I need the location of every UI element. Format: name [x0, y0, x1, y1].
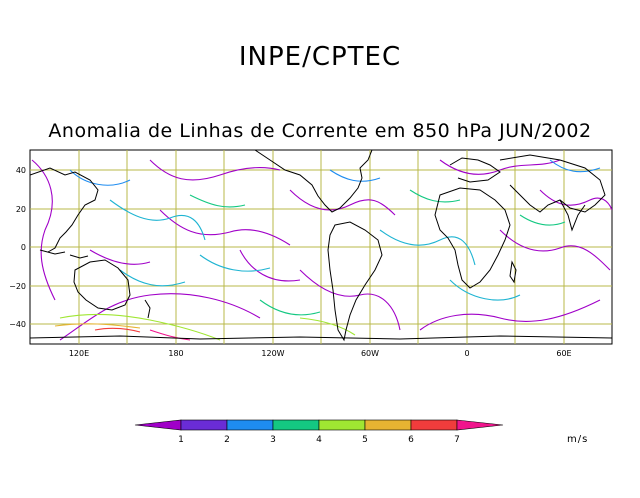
lon-label: 0: [464, 349, 469, 358]
lon-label: 60E: [556, 349, 571, 358]
colorbar-labels: 1 2 3 4 5 6 7: [178, 435, 460, 445]
longitude-labels: 120E 180 120W 60W 0 60E: [69, 349, 572, 358]
colorbar-label: 7: [454, 435, 460, 445]
lat-label: −40: [9, 320, 26, 329]
lat-label: 40: [16, 166, 26, 175]
colorbar-label: 3: [270, 435, 276, 445]
lat-label: 0: [21, 243, 26, 252]
colorbar-segment: [226, 419, 274, 431]
colorbar-units: m/s: [567, 434, 589, 445]
lon-label: 120W: [261, 349, 284, 358]
lon-label: 60W: [361, 349, 379, 358]
lon-label: 120E: [69, 349, 89, 358]
latitude-labels: 40 20 0 −20 −40: [9, 166, 26, 329]
lon-label: 180: [168, 349, 183, 358]
organization-title: INPE/CPTEC: [238, 42, 402, 72]
colorbar: [134, 419, 504, 431]
colorbar-segment: [272, 419, 320, 431]
colorbar-label: 1: [178, 435, 184, 445]
colorbar-label: 4: [316, 435, 322, 445]
colorbar-segment: [364, 419, 412, 431]
colorbar-cap-left: [134, 419, 182, 431]
colorbar-segment: [318, 419, 366, 431]
colorbar-label: 2: [224, 435, 230, 445]
coastlines: [30, 150, 612, 342]
lat-label: 20: [16, 205, 26, 214]
map-title: Anomalia de Linhas de Corrente em 850 hP…: [48, 120, 592, 142]
colorbar-segment: [410, 419, 458, 431]
colorbar-cap-right: [456, 419, 504, 431]
colorbar-segment: [180, 419, 228, 431]
lat-label: −20: [9, 282, 26, 291]
streamlines: [31, 159, 612, 341]
colorbar-label: 5: [362, 435, 368, 445]
colorbar-label: 6: [408, 435, 414, 445]
